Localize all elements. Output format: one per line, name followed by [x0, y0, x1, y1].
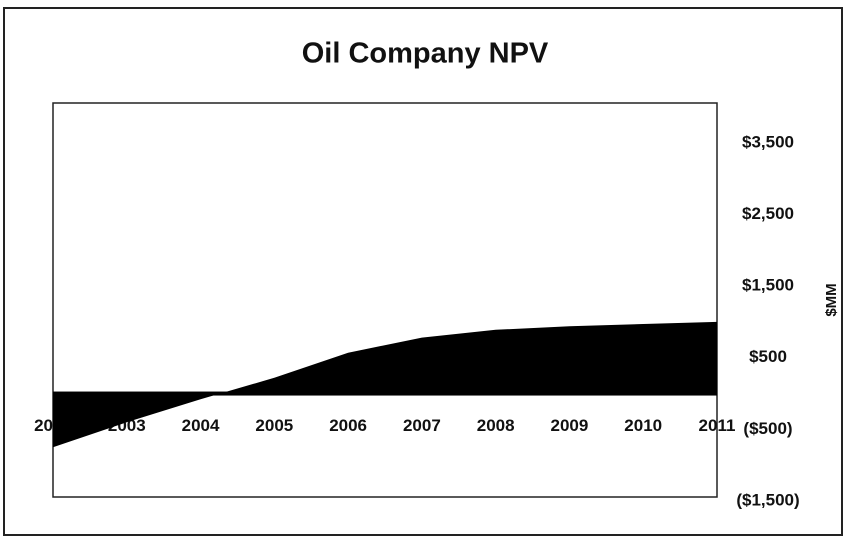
x-tick-label: 2008	[477, 416, 515, 435]
x-tick-label: 2005	[255, 416, 293, 435]
y-axis-label: $MM	[823, 283, 840, 316]
x-tick-label: 2009	[551, 416, 589, 435]
y-tick-label: $2,500	[742, 204, 794, 223]
chart-title: Oil Company NPV	[302, 38, 549, 70]
x-tick-label: 2004	[182, 416, 220, 435]
y-tick-label: $500	[749, 347, 787, 366]
y-tick-label: ($500)	[743, 419, 792, 438]
plot-area	[52, 102, 718, 498]
y-tick-label: $1,500	[742, 276, 794, 295]
x-tick-label: 2007	[403, 416, 441, 435]
y-tick-label: ($1,500)	[736, 490, 799, 509]
x-tick-label: 2010	[624, 416, 662, 435]
y-tick-label: $3,500	[742, 132, 794, 151]
zero-band	[53, 391, 717, 396]
area	[53, 321, 717, 448]
x-tick-label: 2011	[699, 416, 736, 435]
x-tick-label: 2006	[329, 416, 367, 435]
